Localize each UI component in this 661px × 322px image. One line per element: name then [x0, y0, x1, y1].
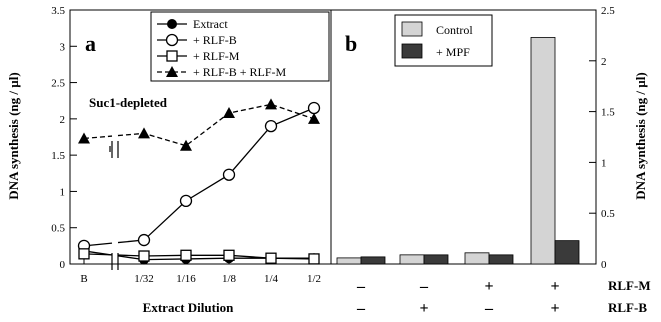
marker-filled-triangle [180, 139, 192, 151]
y-tick-label-a: 0.5 [51, 223, 65, 235]
y-axis-title-left: DNA synthesis (ng / µl) [6, 72, 21, 199]
marker-filled-triangle [223, 107, 235, 119]
y-tick-label-a: 2 [60, 114, 66, 126]
marker-open-circle [179, 194, 193, 208]
legend-b-control-swatch [401, 21, 423, 37]
marker-open-square [138, 250, 150, 262]
y-tick-label-b: 2.5 [601, 5, 615, 17]
row-label-rlf-m: RLF-M [608, 278, 651, 293]
y-tick-label-a: 3.5 [51, 5, 65, 17]
condition-rlf-b: – [356, 300, 366, 317]
bar-mpf [554, 240, 580, 265]
condition-rlf-b: – [484, 300, 494, 317]
y-tick-label-a: 1.5 [51, 150, 65, 162]
panel-a-label: a [85, 31, 96, 56]
marker-open-circle [222, 168, 236, 181]
marker-open-square [180, 249, 192, 261]
y-tick-label-a: 0 [60, 259, 66, 271]
panel-a-y-ticks: 0 0.5 1 1.5 2 2.5 3 3.5 [51, 5, 77, 271]
legend-a-label: + RLF-M [193, 49, 240, 63]
y-tick-label-a: 3 [60, 41, 66, 53]
series--rlf-b-rlf-m [78, 98, 320, 151]
marker-filled-triangle [265, 98, 277, 110]
condition-rlf-m: – [419, 278, 429, 295]
legend-b-control-label: Control [436, 23, 473, 37]
y-tick-label-a: 1 [60, 186, 66, 198]
legend-a-label: Extract [193, 17, 228, 31]
legend-a: Extract + RLF-B + RLF-M + RLF-B + RLF-M [150, 11, 330, 82]
x-axis-title: Extract Dilution [143, 300, 234, 315]
bar-control [336, 257, 362, 265]
series-line [117, 107, 315, 244]
panel-b-conditions: – – – + + – + + [356, 278, 560, 317]
bar-control [530, 37, 556, 265]
x-tick-label: 1/2 [307, 273, 321, 285]
condition-rlf-m: + [550, 278, 559, 295]
panel-b-label: b [345, 31, 357, 56]
condition-rlf-m: – [356, 278, 366, 295]
series--rlf-m [78, 248, 320, 265]
marker-filled-triangle [308, 112, 320, 124]
marker-open-square [166, 50, 178, 62]
panel-b-y-ticks: 0 0.5 1 1.5 2 2.5 [589, 5, 615, 271]
bar-control [399, 254, 425, 265]
y-tick-label-b: 1 [601, 157, 607, 169]
condition-rlf-m: + [484, 278, 493, 295]
bar-control [464, 252, 490, 265]
legend-a-label: + RLF-B + RLF-M [193, 65, 287, 79]
series-line [83, 135, 113, 140]
legend-b: Control + MPF [394, 14, 493, 67]
marker-open-circle [165, 33, 179, 47]
marker-filled-triangle [166, 66, 178, 77]
marker-open-circle [307, 101, 321, 115]
condition-rlf-b: + [419, 300, 428, 317]
legend-b-mpf-swatch [401, 43, 423, 59]
suc1-annotation: Suc1-depleted [89, 95, 168, 110]
legend-b-mpf-label: + MPF [436, 45, 470, 59]
row-label-rlf-b: RLF-B [608, 300, 647, 315]
x-tick-label: 1/8 [222, 273, 237, 285]
marker-filled-circle [167, 19, 177, 29]
series-line [117, 103, 315, 147]
y-tick-label-b: 0.5 [601, 208, 615, 220]
legend-a-label: + RLF-B [193, 33, 237, 47]
x-tick-label: 1/16 [176, 273, 196, 285]
bar-mpf [423, 254, 449, 265]
y-tick-label-b: 0 [601, 259, 607, 271]
marker-open-square [223, 249, 235, 261]
axis-break-marks [109, 141, 119, 270]
y-tick-label-b: 2 [601, 56, 607, 68]
x-tick-label: B [80, 273, 87, 285]
series--rlf-b [77, 101, 321, 253]
panel-b-bars [336, 37, 580, 265]
marker-filled-triangle [78, 132, 90, 144]
panel-a-x-categories: B 1/32 1/16 1/8 1/4 1/2 [80, 258, 321, 285]
marker-open-square [78, 248, 90, 260]
marker-open-circle [264, 119, 278, 133]
marker-open-circle [137, 233, 151, 247]
marker-filled-triangle [138, 127, 150, 139]
bar-mpf [488, 254, 514, 265]
marker-open-square [308, 253, 320, 265]
panel-b-frame [330, 9, 597, 265]
condition-rlf-b: + [550, 300, 559, 317]
marker-open-square [265, 252, 277, 264]
y-tick-label-a: 2.5 [51, 78, 65, 90]
x-tick-label: 1/32 [134, 273, 154, 285]
x-tick-label: 1/4 [264, 273, 279, 285]
legend-a-items: Extract + RLF-B + RLF-M + RLF-B + RLF-M [157, 17, 287, 79]
y-axis-title-right: DNA synthesis (ng / µl) [633, 72, 648, 199]
panel-a-series [77, 98, 321, 265]
y-tick-label-b: 1.5 [601, 107, 615, 119]
bar-mpf [360, 256, 386, 265]
